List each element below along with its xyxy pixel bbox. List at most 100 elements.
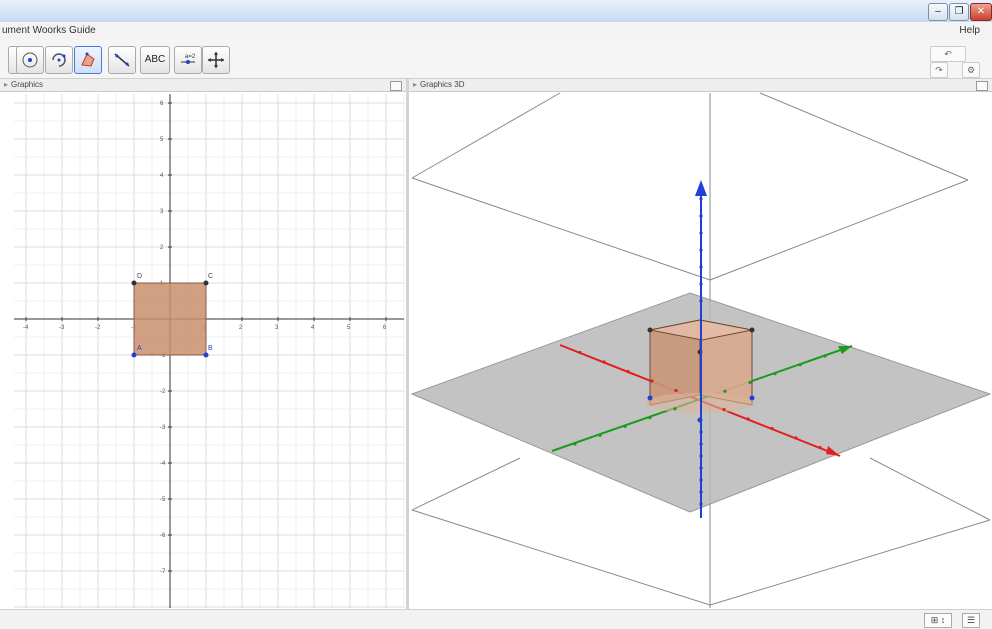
vertex-point[interactable] [647, 395, 653, 401]
y-tick-label: 2 [160, 245, 164, 251]
y-tick-label: -6 [160, 533, 166, 539]
z-tick [699, 454, 703, 458]
x-tick [578, 350, 582, 355]
graphics-2d-canvas[interactable]: -4-3-2-1123456654321-1-2-3-4-5-6-7 D C A… [0, 92, 406, 609]
point-icon [22, 52, 38, 68]
y-axis-arrow-icon [838, 346, 852, 354]
view-menu-button[interactable] [976, 81, 988, 91]
text-tool-label: ABC [144, 54, 166, 65]
collapse-arrow-icon[interactable]: ▸ [413, 80, 418, 89]
rotate-tool-button[interactable] [45, 46, 73, 74]
y-tick [773, 372, 777, 376]
point-d-label: D [137, 273, 142, 280]
menu-list-button[interactable]: ☰ [962, 613, 980, 628]
y-tick-label: 5 [160, 137, 164, 143]
x-tick [650, 379, 654, 383]
z-tick [699, 282, 703, 286]
menu-help[interactable]: Help [959, 25, 980, 36]
text-tool-button[interactable]: ABC [140, 46, 170, 74]
polygon-tool-button[interactable] [74, 46, 102, 74]
point-c-label: C [208, 273, 213, 280]
z-tick [699, 231, 703, 235]
point-d[interactable] [131, 280, 137, 286]
vertex-point[interactable] [749, 327, 755, 333]
z-tick [699, 248, 703, 252]
close-button[interactable]: ✕ [970, 3, 992, 21]
graphics-3d-canvas[interactable] [409, 92, 992, 609]
y-tick [673, 407, 677, 411]
polygon-icon [81, 52, 95, 67]
point-b[interactable] [203, 352, 209, 358]
redo-button[interactable]: ↷ [930, 62, 948, 78]
settings-button[interactable]: ⚙ [962, 62, 980, 78]
z-tick [699, 478, 703, 482]
menubar: ument Woorks Guide Help [0, 22, 992, 41]
y-tick-label: -1 [160, 353, 166, 359]
vertex-point[interactable] [749, 395, 755, 401]
y-tick [573, 442, 577, 446]
point-a[interactable] [131, 352, 137, 358]
x-axis-arrow-icon [826, 446, 840, 456]
svg-text:a=2: a=2 [185, 54, 196, 60]
y-tick-label: -3 [160, 425, 166, 431]
z-tick [699, 299, 703, 303]
window-titlebar: – ❐ ✕ [0, 0, 992, 23]
view-menu-button[interactable] [390, 81, 402, 91]
slider-tool-button[interactable]: a=2 [174, 46, 202, 74]
maximize-button[interactable]: ❐ [949, 3, 969, 21]
rotate-icon [52, 53, 66, 67]
y-tick-label: 4 [160, 173, 164, 179]
y-tick-label: -4 [160, 461, 166, 467]
z-tick [699, 430, 703, 434]
grid [14, 94, 405, 608]
point-tool-button[interactable] [16, 46, 44, 74]
y-tick-label: -7 [160, 569, 166, 575]
collapse-arrow-icon[interactable]: ▸ [4, 80, 9, 89]
y-tick-label: 6 [160, 101, 164, 107]
y-tick [748, 380, 752, 384]
x-tick-label: 4 [311, 325, 315, 331]
line-tool-button[interactable] [108, 46, 136, 74]
square-polygon[interactable] [133, 282, 207, 356]
z-tick [699, 214, 703, 218]
view-splitter[interactable] [406, 79, 409, 609]
z-tick [699, 442, 703, 446]
graphics3d-view-title: Graphics 3D [420, 80, 465, 89]
y-tick-label: -2 [160, 389, 166, 395]
y-tick [723, 389, 727, 393]
z-tick [699, 490, 703, 494]
y-tick [623, 424, 627, 428]
x-tick [674, 388, 678, 393]
x-tick [722, 407, 726, 412]
minimize-button[interactable]: – [928, 3, 948, 21]
menu-items[interactable]: ument Woorks Guide [2, 25, 96, 36]
x-tick-label: -3 [59, 325, 65, 331]
point-c[interactable] [203, 280, 209, 286]
undo-button[interactable]: ↶ [930, 46, 966, 62]
vertex-point[interactable] [647, 327, 653, 333]
x-tick-label: -2 [95, 325, 101, 331]
x-tick [818, 445, 822, 450]
x-tick [626, 369, 630, 374]
x-tick-label: 6 [383, 325, 387, 331]
z-tick [699, 197, 703, 201]
move-cross-icon [208, 52, 224, 68]
graphics-view-title: Graphics [11, 80, 44, 89]
graphics-view-header[interactable]: ▸ Graphics [0, 79, 406, 92]
x-tick-label: 3 [275, 325, 279, 331]
slider-icon: a=2 [181, 54, 196, 64]
statusbar: ⊞ ↕ ☰ [0, 609, 992, 629]
y-tick-label: -5 [160, 497, 166, 503]
x-tick-label: 5 [347, 325, 351, 331]
point-a-label: A [137, 345, 142, 352]
z-tick [699, 466, 703, 470]
y-tick [798, 363, 802, 367]
x-tick-label: 2 [239, 325, 243, 331]
perspective-button[interactable]: ⊞ ↕ [924, 613, 952, 628]
move-view-tool-button[interactable] [202, 46, 230, 74]
line-icon [114, 53, 130, 67]
point-b-label: B [208, 345, 213, 352]
x-tick [602, 360, 606, 364]
y-tick [823, 354, 827, 358]
graphics3d-view-header[interactable]: ▸ Graphics 3D [409, 79, 992, 92]
